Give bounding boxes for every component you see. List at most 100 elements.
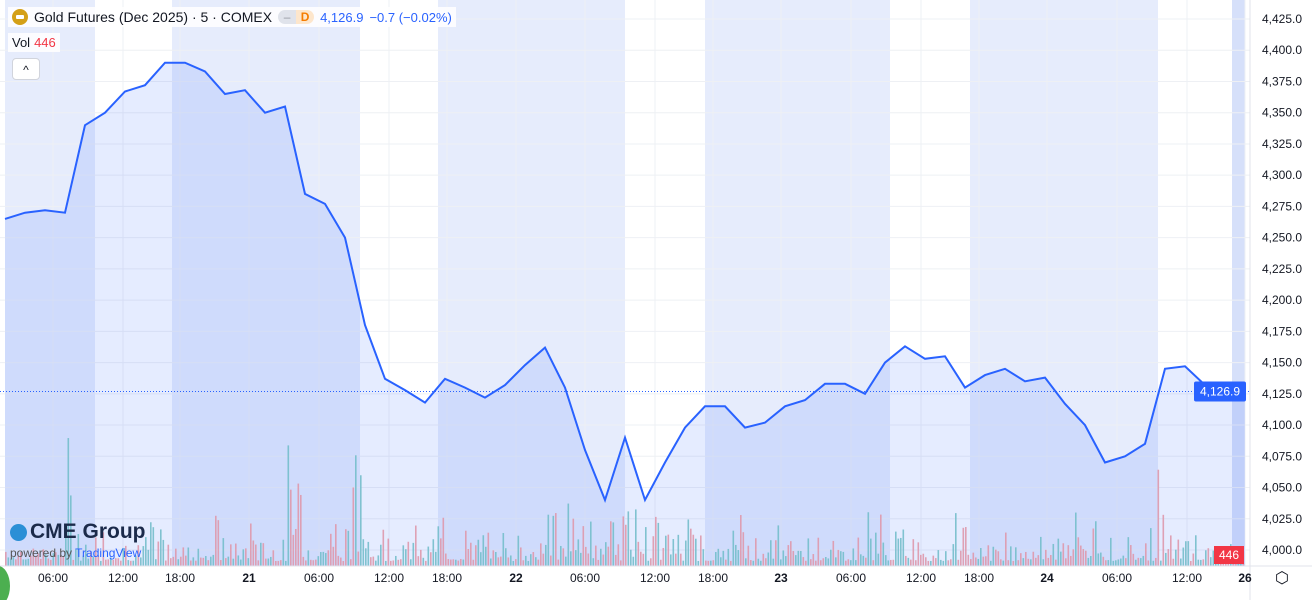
volume-bar [175, 548, 177, 566]
volume-bar [770, 540, 772, 566]
volume-bar [270, 556, 272, 566]
volume-bar [572, 518, 575, 566]
volume-bar [1155, 557, 1157, 566]
volume-bar [1075, 512, 1077, 566]
volume-bar [35, 555, 37, 566]
volume-bar [480, 552, 482, 566]
volume-bar [160, 529, 162, 566]
volume-bar [890, 559, 892, 566]
volume-bar [530, 554, 532, 566]
volume-bar [165, 560, 167, 566]
volume-bar [917, 542, 920, 566]
volume-bar [735, 544, 737, 566]
y-tick-label: 4,225.0 [1262, 262, 1302, 276]
volume-bar [887, 560, 890, 566]
volume-bar [852, 548, 855, 566]
volume-bar [340, 557, 342, 566]
volume-bar [620, 560, 622, 566]
volume-bar [235, 543, 237, 566]
volume-bar [1097, 553, 1100, 566]
volume-bar [330, 533, 332, 566]
x-tick-label: 22 [509, 571, 523, 585]
session-band [970, 0, 1158, 566]
volume-bar [5, 551, 7, 566]
volume-bar [942, 560, 945, 566]
volume-bar [565, 556, 567, 566]
volume-bar [120, 560, 122, 566]
volume-bar [20, 551, 22, 566]
volume-bar [80, 560, 82, 566]
floating-action-button[interactable] [0, 566, 10, 600]
volume-bar [600, 548, 602, 566]
volume-bar [1212, 550, 1215, 566]
volume-bar [555, 513, 557, 566]
volume-bar [382, 529, 385, 566]
volume-bar [542, 553, 545, 566]
volume-bar [727, 548, 730, 566]
volume-bar [97, 555, 100, 566]
volume-bar [950, 559, 952, 566]
volume-bar [75, 549, 77, 566]
volume-bar [840, 551, 842, 566]
volume-bar [920, 554, 922, 566]
volume-bar [362, 539, 365, 566]
volume-bar [167, 544, 170, 566]
volume-bar [990, 560, 992, 566]
volume-bar [535, 557, 537, 566]
x-tick-label: 12:00 [906, 571, 936, 585]
volume-bar [570, 551, 572, 566]
volume-bar [1177, 539, 1180, 566]
volume-bar [730, 560, 732, 566]
volume-bar [1105, 560, 1107, 566]
volume-bar [347, 530, 350, 566]
cme-logo[interactable]: CME Group powered by TradingView [10, 520, 146, 560]
volume-bar [932, 555, 935, 566]
volume-bar [170, 558, 172, 566]
volume-bar [1187, 541, 1190, 566]
volume-bar [1210, 557, 1212, 566]
volume-bar [892, 559, 895, 566]
volume-bar [647, 560, 650, 566]
volume-bar [55, 552, 57, 566]
volume-bar [1147, 560, 1150, 566]
volume-bar [42, 549, 45, 566]
volume-bar [702, 549, 705, 566]
volume-bar [820, 560, 822, 566]
volume-bar [900, 537, 902, 566]
volume-bar [502, 532, 505, 566]
volume-bar [427, 546, 430, 566]
market-status: D [296, 10, 315, 24]
settings-gear-icon[interactable]: ⬡ [1275, 570, 1289, 587]
volume-bar [350, 559, 352, 566]
volume-bar [440, 538, 442, 566]
collapse-legend-button[interactable]: ^ [12, 58, 40, 80]
tradingview-link[interactable]: TradingView [75, 546, 142, 560]
x-tick-label: 06:00 [38, 571, 68, 585]
x-tick-label: 21 [242, 571, 256, 585]
volume-bar [1087, 557, 1090, 566]
volume-bar [980, 548, 982, 566]
volume-bar [420, 549, 422, 566]
volume-bar [860, 554, 862, 566]
volume-bar [247, 558, 250, 566]
volume-bar [885, 555, 887, 566]
y-tick-label: 4,200.0 [1262, 293, 1302, 307]
volume-bar [1040, 536, 1042, 566]
market-status-badge[interactable]: – D [278, 10, 315, 24]
volume-bar [352, 487, 355, 566]
volume-bar [257, 560, 260, 566]
volume-bar [642, 553, 645, 566]
symbol-title[interactable]: Gold Futures (Dec 2025) · 5 · COMEX [34, 9, 273, 25]
volume-bar [192, 557, 195, 566]
volume-bar [567, 503, 570, 566]
volume-bar [715, 552, 717, 566]
price-area [5, 62, 1245, 566]
volume-bar [207, 560, 210, 566]
volume-bar [832, 540, 835, 566]
volume-bar [1200, 559, 1202, 566]
volume-bar [1035, 557, 1037, 566]
volume-bar [760, 560, 762, 566]
volume-bar [1070, 555, 1072, 566]
volume-bar [1160, 560, 1162, 566]
